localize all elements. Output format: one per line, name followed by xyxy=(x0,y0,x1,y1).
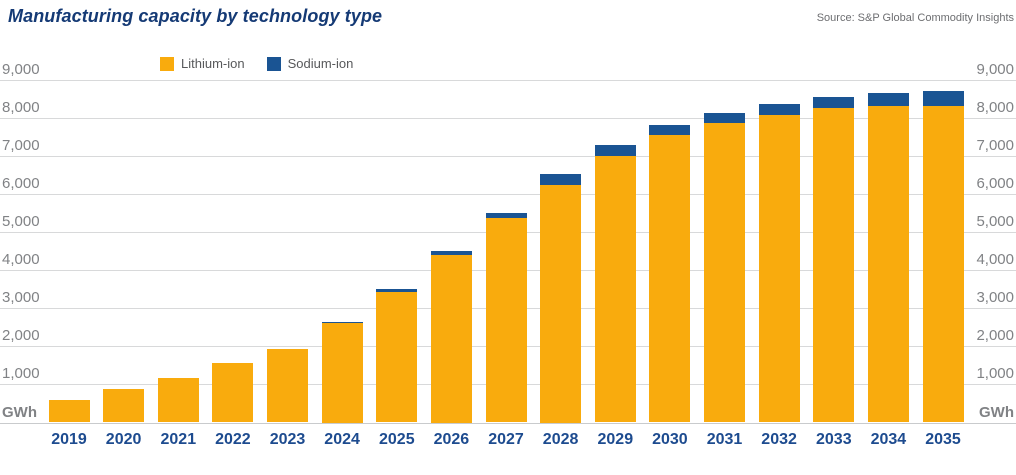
sodium-segment-2033[interactable] xyxy=(813,97,855,109)
sodium-segment-2031[interactable] xyxy=(704,113,745,124)
axis-unit-label-right: GWh xyxy=(979,403,1014,421)
x-tick-label-2027: 2027 xyxy=(488,431,524,448)
lithium-segment-2030[interactable] xyxy=(649,135,691,423)
x-tick-label-2028: 2028 xyxy=(542,431,579,448)
x-tick-label-2024: 2024 xyxy=(324,431,360,448)
lithium-segment-2019[interactable] xyxy=(48,400,90,423)
sodium-segment-2029[interactable] xyxy=(594,145,636,157)
lithium-segment-2024[interactable] xyxy=(321,323,363,423)
bar-2034[interactable] xyxy=(867,93,909,423)
x-tick-label-2029: 2029 xyxy=(597,431,634,448)
y-tick-label-left-5000: 5,000 xyxy=(2,212,40,230)
lithium-segment-2020[interactable] xyxy=(103,388,145,423)
y-tick-label-right-9000: 9,000 xyxy=(976,60,1014,78)
y-tick-label-right-7000: 7,000 xyxy=(976,136,1014,154)
gridline-8000 xyxy=(0,117,1016,119)
x-axis-baseline xyxy=(0,422,1016,424)
sodium-swatch-icon xyxy=(266,56,281,71)
bar-2035[interactable] xyxy=(922,91,964,423)
x-tick-label-2030: 2030 xyxy=(652,431,688,448)
x-tick-label-2035: 2035 xyxy=(925,431,961,448)
lithium-segment-2035[interactable] xyxy=(922,106,964,423)
y-tick-label-left-4000: 4,000 xyxy=(2,251,40,269)
y-tick-label-right-5000: 5,000 xyxy=(976,212,1014,230)
lithium-segment-2027[interactable] xyxy=(485,217,527,423)
lithium-segment-2023[interactable] xyxy=(267,348,308,423)
axis-unit-label-left: GWh xyxy=(2,403,37,421)
gridline-9000 xyxy=(0,79,1016,81)
y-tick-label-left-6000: 6,000 xyxy=(2,174,40,192)
lithium-segment-2028[interactable] xyxy=(540,184,582,423)
lithium-segment-2025[interactable] xyxy=(376,292,418,423)
legend-item-sodium: Sodium-ion xyxy=(266,56,354,71)
legend: Lithium-ion Sodium-ion xyxy=(160,56,353,71)
x-tick-label-2019: 2019 xyxy=(51,431,87,448)
lithium-segment-2029[interactable] xyxy=(594,156,636,423)
sodium-segment-2034[interactable] xyxy=(867,93,909,106)
y-tick-label-right-1000: 1,000 xyxy=(976,365,1014,383)
bar-2026[interactable] xyxy=(430,251,472,423)
sodium-segment-2032[interactable] xyxy=(758,104,800,116)
bar-2019[interactable] xyxy=(48,400,90,423)
y-tick-label-right-4000: 4,000 xyxy=(976,251,1014,269)
source-attribution: Source: S&P Global Commodity Insights xyxy=(816,12,1014,24)
y-tick-label-left-1000: 1,000 xyxy=(2,365,40,383)
y-tick-label-right-3000: 3,000 xyxy=(976,289,1014,307)
sodium-segment-2026[interactable] xyxy=(430,251,472,255)
bar-2023[interactable] xyxy=(267,348,308,423)
bar-2025[interactable] xyxy=(376,288,418,423)
bar-2029[interactable] xyxy=(594,145,636,423)
x-tick-label-2020: 2020 xyxy=(105,431,142,448)
legend-item-lithium: Lithium-ion xyxy=(160,56,245,71)
legend-label-lithium: Lithium-ion xyxy=(181,56,245,71)
lithium-segment-2033[interactable] xyxy=(813,108,855,423)
sodium-segment-2025[interactable] xyxy=(376,288,418,293)
chart-title: Manufacturing capacity by technology typ… xyxy=(8,6,383,26)
bar-2030[interactable] xyxy=(649,125,691,423)
x-tick-label-2026: 2026 xyxy=(433,431,470,448)
y-tick-label-left-7000: 7,000 xyxy=(2,136,40,154)
y-tick-label-right-2000: 2,000 xyxy=(976,327,1014,345)
gridline-6000 xyxy=(0,193,1016,195)
sodium-segment-2030[interactable] xyxy=(649,125,691,136)
bar-2022[interactable] xyxy=(212,363,254,423)
lithium-segment-2021[interactable] xyxy=(157,378,199,423)
lithium-segment-2034[interactable] xyxy=(867,105,909,423)
x-tick-label-2033: 2033 xyxy=(816,431,852,448)
legend-label-sodium: Sodium-ion xyxy=(287,56,354,71)
x-tick-label-2034: 2034 xyxy=(870,431,907,448)
y-tick-label-left-2000: 2,000 xyxy=(2,327,40,345)
lithium-swatch-icon xyxy=(160,56,174,71)
y-tick-label-left-3000: 3,000 xyxy=(2,289,40,307)
bar-2020[interactable] xyxy=(103,388,145,423)
bar-2021[interactable] xyxy=(157,378,199,423)
x-tick-label-2021: 2021 xyxy=(160,431,197,448)
lithium-segment-2032[interactable] xyxy=(758,115,800,423)
bar-2032[interactable] xyxy=(758,104,800,423)
sodium-segment-2035[interactable] xyxy=(922,91,964,107)
bar-2028[interactable] xyxy=(540,174,582,423)
sodium-segment-2027[interactable] xyxy=(485,213,527,218)
bar-2031[interactable] xyxy=(704,113,745,423)
y-tick-label-left-9000: 9,000 xyxy=(2,60,40,78)
lithium-segment-2026[interactable] xyxy=(430,254,472,423)
sodium-segment-2024[interactable] xyxy=(321,321,363,324)
bar-2027[interactable] xyxy=(485,213,527,423)
bar-2024[interactable] xyxy=(321,321,363,423)
gridline-7000 xyxy=(0,155,1016,157)
x-tick-label-2022: 2022 xyxy=(215,431,251,448)
lithium-segment-2022[interactable] xyxy=(212,363,254,423)
bar-2033[interactable] xyxy=(813,97,855,423)
lithium-segment-2031[interactable] xyxy=(704,123,745,423)
y-tick-label-left-8000: 8,000 xyxy=(2,98,40,116)
x-tick-label-2032: 2032 xyxy=(761,431,797,448)
sodium-segment-2028[interactable] xyxy=(540,174,582,185)
y-tick-label-right-6000: 6,000 xyxy=(976,174,1014,192)
y-tick-label-right-8000: 8,000 xyxy=(976,98,1014,116)
x-tick-label-2023: 2023 xyxy=(269,431,306,448)
x-tick-label-2031: 2031 xyxy=(706,431,743,448)
x-tick-label-2025: 2025 xyxy=(379,431,415,448)
